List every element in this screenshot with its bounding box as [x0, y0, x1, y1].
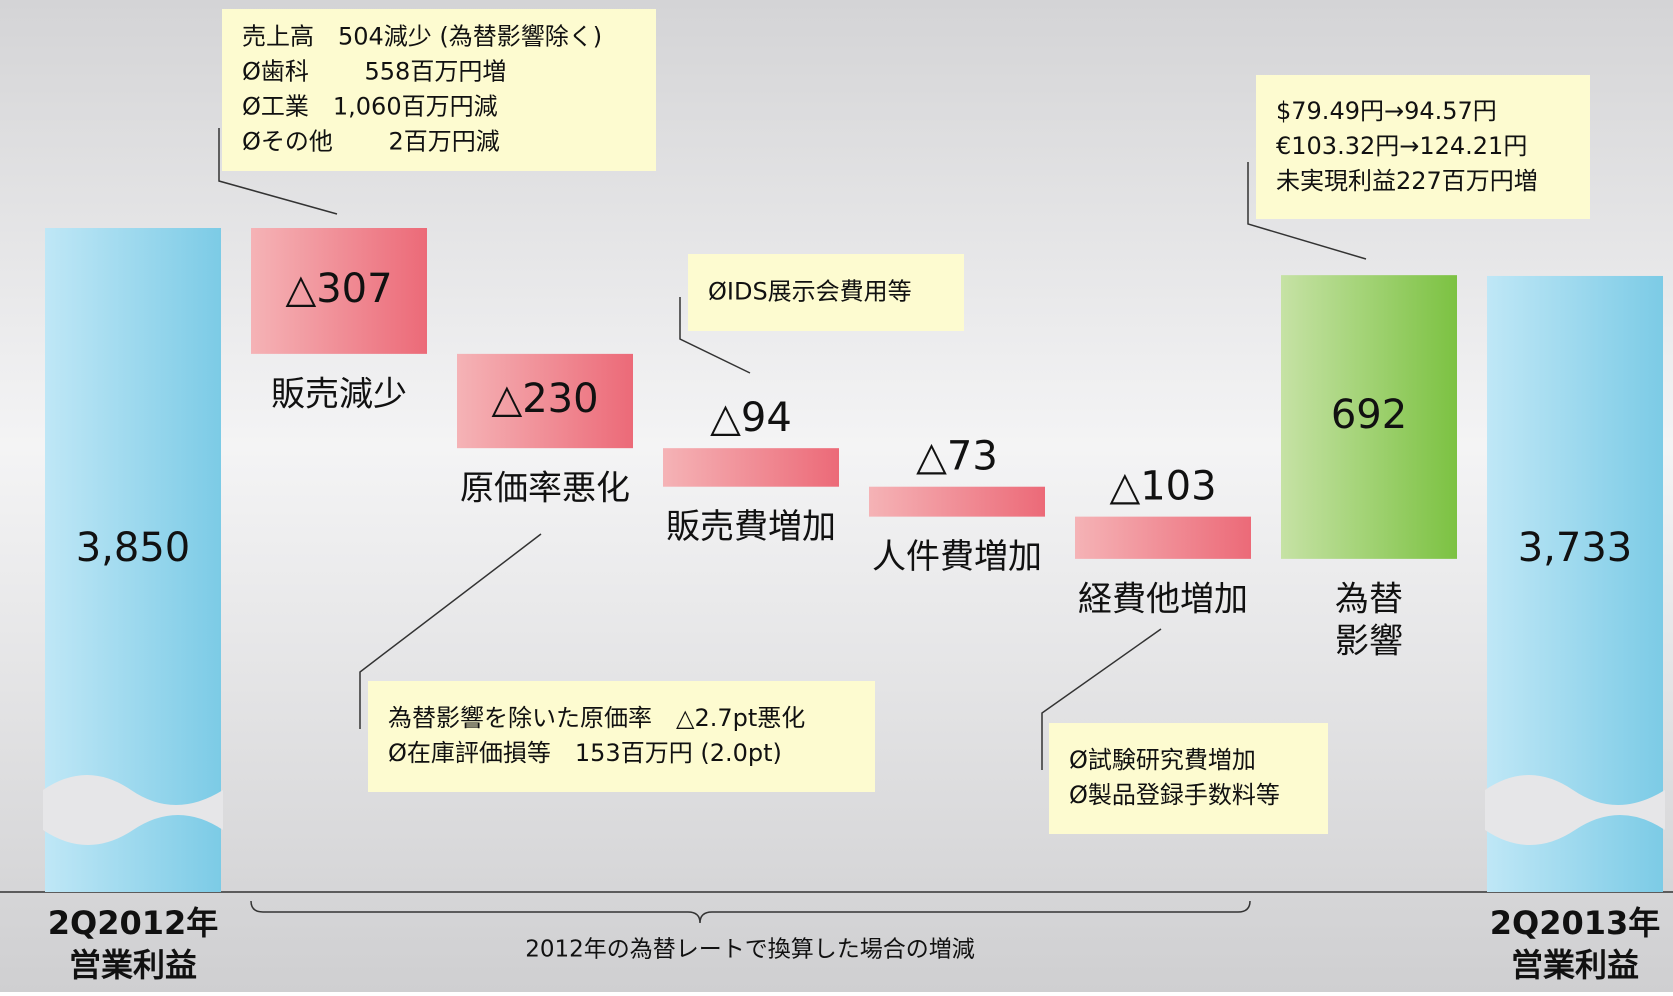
category-label: 原価率悪化 [460, 469, 630, 509]
callout-text: $79.49円→94.57円 [1276, 97, 1497, 125]
callout-text: €103.32円→124.21円 [1276, 132, 1527, 160]
bar [457, 353, 633, 449]
bar [869, 486, 1045, 517]
leader-line [359, 533, 542, 729]
callout-text: 未実現利益227百万円増 [1276, 167, 1538, 195]
bar [1281, 275, 1457, 559]
callout-text: 売上高 504減少 (為替影響除く) [242, 23, 602, 51]
category-label: 営業利益 [69, 946, 197, 984]
category-label: 影響 [1335, 621, 1403, 661]
axis-break [43, 775, 223, 845]
value-label: 3,733 [1518, 525, 1633, 571]
callout-box [688, 254, 964, 331]
callout-text: Øその他 2百万円減 [242, 128, 500, 156]
axis-break [1485, 775, 1665, 845]
category-label: 人件費増加 [872, 537, 1042, 577]
category-label: 販売減少 [271, 374, 407, 414]
category-label: 販売費増加 [666, 507, 836, 547]
value-label: 692 [1331, 392, 1407, 438]
bar [1075, 516, 1251, 559]
callout-text: 為替影響を除いた原価率 △2.7pt悪化 [388, 704, 805, 732]
bar [251, 228, 427, 354]
callout-text: ØIDS展示会費用等 [708, 278, 912, 306]
value-label: △73 [916, 434, 998, 480]
callout-text: Ø在庫評価損等 153百万円 (2.0pt) [388, 739, 782, 767]
callout-box [1256, 75, 1590, 219]
leader-line [1041, 628, 1162, 770]
value-label: △103 [1109, 464, 1216, 510]
value-label: △307 [285, 266, 392, 312]
callout-box [1049, 723, 1328, 834]
leader-line [218, 128, 338, 215]
category-label: 営業利益 [1511, 946, 1639, 984]
category-label: 2Q2012年 [48, 904, 219, 942]
bar [663, 448, 839, 487]
callouts [218, 128, 1367, 770]
callout-box [222, 9, 656, 171]
callout-text: Ø歯科 558百万円増 [242, 58, 506, 86]
value-label: △230 [491, 376, 598, 422]
callout-text: Ø試験研究費増加 [1069, 746, 1256, 774]
category-label: 経費他増加 [1078, 579, 1248, 619]
footnote: 2012年の為替レートで換算した場合の増減 [525, 937, 975, 963]
leader-line [1247, 162, 1367, 260]
category-label: 為替 [1335, 579, 1403, 619]
value-label: 3,850 [76, 525, 191, 571]
callout-box [368, 681, 875, 792]
callout-text: Ø工業 1,060百万円減 [242, 93, 498, 121]
category-label: 2Q2013年 [1490, 904, 1661, 942]
leader-line [679, 297, 751, 374]
value-label: △94 [710, 395, 792, 441]
callout-text: Ø製品登録手数料等 [1069, 781, 1280, 809]
brace [250, 900, 1251, 924]
